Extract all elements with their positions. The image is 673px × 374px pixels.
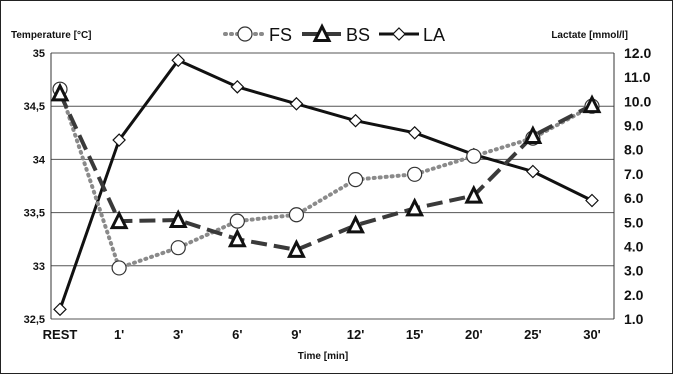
legend-marker-la bbox=[392, 27, 406, 41]
point-la bbox=[348, 113, 363, 128]
legend-label-la: LA bbox=[423, 25, 445, 45]
point-bs bbox=[287, 238, 306, 258]
point-bs bbox=[227, 228, 247, 248]
point-bs bbox=[168, 209, 188, 229]
point-fs bbox=[229, 213, 245, 229]
point-bs bbox=[109, 210, 129, 230]
left-tick-label: 33 bbox=[33, 261, 45, 273]
right-tick-label: 10.0 bbox=[624, 93, 651, 109]
point-fs bbox=[407, 166, 423, 182]
right-tick-label: 9.0 bbox=[624, 118, 644, 134]
right-tick-label: 4.0 bbox=[624, 238, 644, 254]
x-tick-label: 9' bbox=[291, 327, 301, 342]
x-tick-label: 30' bbox=[583, 327, 601, 342]
point-la bbox=[526, 164, 540, 179]
right-tick-label: 3.0 bbox=[624, 263, 644, 279]
right-tick-label: 8.0 bbox=[624, 142, 644, 158]
x-tick-label: 12' bbox=[347, 327, 365, 342]
series-line-fs bbox=[58, 87, 594, 271]
right-tick-label: 2.0 bbox=[624, 287, 644, 303]
point-fs bbox=[170, 240, 186, 256]
point-la bbox=[289, 96, 304, 111]
right-tick-label: 5.0 bbox=[624, 214, 644, 230]
point-fs bbox=[347, 172, 364, 188]
point-bs bbox=[405, 197, 425, 217]
right-tick-label: 12.0 bbox=[624, 45, 651, 61]
legend-label-bs: BS bbox=[346, 25, 370, 45]
right-tick-label: 7.0 bbox=[624, 166, 644, 182]
point-fs bbox=[466, 148, 482, 164]
right-tick-label: 1.0 bbox=[624, 311, 644, 327]
x-tick-label: 1' bbox=[114, 327, 124, 342]
x-tick-label: 15' bbox=[406, 327, 424, 342]
point-la bbox=[585, 193, 599, 208]
point-la bbox=[230, 80, 245, 94]
x-tick-label: 6' bbox=[232, 327, 242, 342]
point-bs bbox=[582, 94, 602, 114]
left-tick-label: 33,5 bbox=[24, 208, 45, 220]
right-tick-label: 6.0 bbox=[624, 190, 644, 206]
point-la bbox=[407, 125, 422, 140]
y-right-axis-title: Lactate [mmol/l] bbox=[551, 30, 628, 41]
y-left-axis-title: Temperature [°C] bbox=[11, 30, 92, 41]
point-la bbox=[53, 302, 67, 317]
point-bs bbox=[523, 125, 543, 144]
point-bs bbox=[50, 82, 70, 102]
legend-marker-bs bbox=[312, 23, 332, 42]
x-tick-label: 25' bbox=[524, 327, 542, 342]
point-fs bbox=[111, 260, 127, 276]
left-tick-label: 32,5 bbox=[24, 314, 45, 326]
legend-marker-fs bbox=[237, 26, 253, 42]
x-tick-label: 20' bbox=[465, 327, 483, 342]
point-bs bbox=[346, 214, 365, 234]
point-la bbox=[112, 133, 126, 147]
series-line-bs bbox=[58, 92, 593, 252]
x-tick-label: 3' bbox=[173, 327, 183, 342]
left-tick-label: 35 bbox=[33, 48, 45, 60]
point-bs bbox=[464, 184, 484, 204]
right-tick-label: 11.0 bbox=[624, 69, 651, 85]
x-tick-label: REST bbox=[43, 327, 78, 342]
legend-label-fs: FS bbox=[269, 25, 292, 45]
series-line-la bbox=[58, 58, 593, 310]
x-axis-title: Time [min] bbox=[298, 351, 348, 362]
point-la bbox=[171, 53, 186, 68]
left-tick-label: 34 bbox=[33, 154, 46, 166]
left-tick-label: 34,5 bbox=[24, 101, 45, 113]
point-fs bbox=[288, 207, 305, 223]
